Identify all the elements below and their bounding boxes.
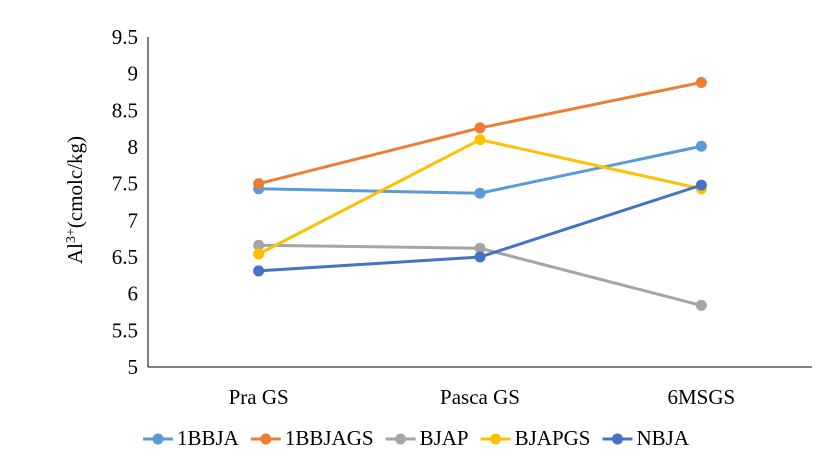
legend-item: 1BBJA	[143, 426, 240, 450]
legend-label: 1BBJAGS	[285, 426, 374, 450]
legend: 1BBJA 1BBJAGS BJAP BJAPGS NBJA	[143, 426, 690, 450]
legend-swatch-marker	[260, 433, 272, 445]
data-point	[253, 239, 265, 251]
data-point	[474, 187, 486, 199]
data-point	[253, 265, 265, 277]
series-lines	[253, 76, 707, 311]
y-tick-label: 7	[128, 208, 139, 232]
data-point	[474, 242, 486, 254]
y-tick-label: 5	[128, 355, 139, 379]
series-1BBJAGS	[253, 76, 707, 190]
data-point	[695, 76, 707, 88]
legend-item: BJAP	[385, 426, 469, 450]
series-line	[258, 144, 702, 195]
x-tick-label: Pasca GS	[440, 385, 520, 409]
series-1BBJA	[253, 140, 707, 199]
y-tick-label: 9	[128, 62, 139, 86]
series-BJAP	[253, 239, 707, 311]
y-tick-label: 7.5	[112, 172, 138, 196]
y-tick-label: 6.5	[112, 245, 138, 269]
legend-swatch-marker	[490, 433, 502, 445]
legend-label: 1BBJA	[177, 426, 240, 450]
y-tick-label: 5.5	[112, 318, 138, 342]
y-tick-label: 8	[128, 135, 139, 159]
legend-swatch-marker	[611, 433, 623, 445]
y-axis-title-base: Al	[63, 243, 87, 264]
x-tick-label: Pra GS	[229, 385, 289, 409]
data-point	[695, 299, 707, 311]
y-tick-label: 9.5	[112, 25, 138, 49]
legend-swatch-marker	[395, 433, 407, 445]
y-tick-labels: 5 5.5 6 6.5 7 7.5 8 8.5 9 9.5	[112, 25, 138, 379]
legend-item: BJAPGS	[480, 426, 591, 450]
data-point	[253, 248, 265, 260]
axes	[147, 37, 812, 368]
data-point	[474, 122, 486, 134]
y-axis-title: Al3+(cmolc/kg)	[63, 136, 87, 264]
legend-item: NBJA	[602, 426, 690, 450]
y-axis-title-superscript: 3+	[64, 228, 79, 243]
legend-swatch-marker	[152, 433, 164, 445]
y-tick-label: 6	[128, 282, 139, 306]
x-tick-labels: Pra GS Pasca GS 6MSGS	[229, 385, 736, 409]
legend-label: NBJA	[636, 426, 689, 450]
data-point	[253, 178, 265, 190]
data-point	[695, 140, 707, 152]
legend-item: 1BBJAGS	[250, 426, 374, 450]
data-point	[474, 251, 486, 263]
y-tick-label: 8.5	[112, 98, 138, 122]
legend-label: BJAPGS	[515, 426, 591, 450]
series-NBJA	[253, 179, 707, 277]
data-point	[695, 179, 707, 191]
y-axis-title-unit: (cmolc/kg)	[63, 136, 87, 228]
data-point	[474, 134, 486, 146]
x-tick-label: 6MSGS	[667, 385, 735, 409]
legend-label: BJAP	[420, 426, 469, 450]
